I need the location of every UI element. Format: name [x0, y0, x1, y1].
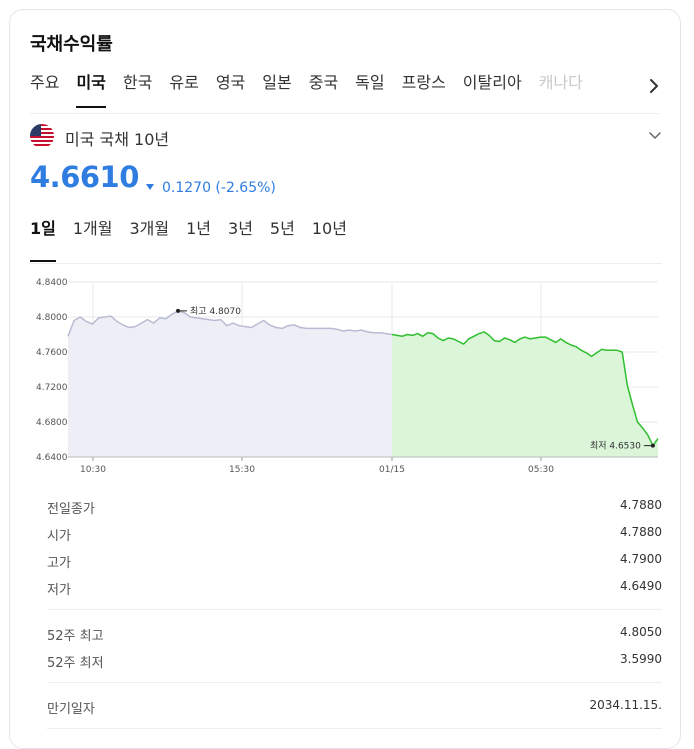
- period-tab-5[interactable]: 5년: [269, 219, 295, 238]
- stat-value: 4.7880: [620, 525, 662, 539]
- period-tab-6[interactable]: 10년: [311, 219, 347, 238]
- y-tick-label: 4.6800: [36, 418, 68, 428]
- tab-5[interactable]: 일본: [262, 73, 292, 92]
- period-tab-2[interactable]: 3개월: [129, 219, 170, 238]
- stat-value: 4.7880: [620, 498, 662, 512]
- stat-label: 52주 최저: [47, 656, 104, 671]
- down-arrow-icon: [146, 184, 154, 190]
- x-tick-label: 05:30: [528, 465, 554, 475]
- bond-selector[interactable]: 미국 국채 10년: [30, 122, 662, 152]
- x-tick-label: 10:30: [80, 465, 106, 475]
- y-tick-label: 4.8000: [36, 313, 68, 323]
- stat-label: 고가: [47, 556, 71, 571]
- stat-value: 4.7900: [620, 552, 662, 566]
- tab-7[interactable]: 독일: [355, 73, 385, 92]
- tab-1[interactable]: 미국: [76, 68, 107, 114]
- yield-chart: 4.8400 4.8000 4.7600 4.7200 4.6800 4.6400 10:3…: [10, 268, 682, 484]
- stat-label: 전일종가: [47, 502, 95, 517]
- stats-divider: [47, 609, 662, 610]
- period-tab-0[interactable]: 1일: [30, 218, 56, 264]
- tab-10[interactable]: 캐나다: [538, 73, 583, 92]
- period-tab-1[interactable]: 1개월: [72, 219, 113, 238]
- chevron-right-icon[interactable]: [642, 74, 666, 98]
- country-tabs: 주요 미국 한국 유로 영국 일본 중국 독일 프랑스 이탈리아 캐나다: [30, 68, 660, 114]
- bond-yield-card: 국채수익률 주요 미국 한국 유로 영국 일본 중국 독일 프랑스 이탈리아 캐나다 미국 국채 1…: [9, 9, 681, 749]
- x-tick-label: 15:30: [229, 465, 255, 475]
- stat-row: 고가 4.7900: [47, 547, 662, 574]
- stat-row: 52주 최저 3.5990: [47, 647, 662, 674]
- tab-fade: [620, 68, 660, 108]
- y-tick-label: 4.8400: [36, 278, 68, 288]
- stat-value: 3.5990: [620, 652, 662, 666]
- stat-row: 만기일자 2034.11.15.: [47, 693, 662, 720]
- stat-row: 저가 4.6490: [47, 574, 662, 601]
- stat-row: 전일종가 4.7880: [47, 493, 662, 520]
- x-tick-label: 01/15: [379, 465, 405, 475]
- chevron-down-icon[interactable]: [648, 128, 662, 142]
- series-area: [392, 331, 658, 457]
- period-tab-4[interactable]: 3년: [228, 219, 253, 238]
- tab-4[interactable]: 영국: [215, 73, 246, 92]
- current-price: 4.6610: [30, 160, 139, 194]
- stats-divider: [47, 682, 662, 683]
- series-line: [67, 310, 393, 337]
- stats-table: 전일종가 4.7880 시가 4.7880 고가 4.7900 저가 4.6490 52주 최고…: [47, 484, 662, 729]
- tab-2[interactable]: 한국: [122, 73, 153, 92]
- stat-label: 52주 최고: [47, 629, 104, 644]
- stat-value: 4.6490: [620, 579, 662, 593]
- stat-row: 시가 4.7880: [47, 520, 662, 547]
- stat-label: 만기일자: [47, 702, 95, 717]
- tab-0[interactable]: 주요: [30, 73, 60, 92]
- tab-9[interactable]: 이탈리아: [462, 73, 522, 92]
- y-tick-label: 4.7200: [36, 383, 68, 393]
- tab-3[interactable]: 유로: [169, 73, 199, 92]
- stats-divider: [47, 728, 662, 729]
- stat-label: 시가: [47, 529, 71, 544]
- page-title: 국채수익률: [30, 34, 113, 55]
- low-label: 최저 4.6530: [590, 441, 641, 452]
- high-label: 최고 4.8070: [190, 306, 241, 317]
- stat-value: 2034.11.15.: [589, 698, 662, 712]
- y-tick-label: 4.6400: [36, 453, 68, 463]
- price-change: 0.1270 (-2.65%): [162, 180, 276, 196]
- tab-8[interactable]: 프랑스: [401, 73, 446, 92]
- period-tab-3[interactable]: 1년: [186, 219, 212, 238]
- stat-label: 저가: [47, 583, 71, 598]
- stat-row: 52주 최고 4.8050: [47, 620, 662, 647]
- series-area: [68, 310, 392, 457]
- y-tick-label: 4.7600: [36, 348, 68, 358]
- series-line: [391, 331, 659, 447]
- stat-value: 4.8050: [620, 625, 662, 639]
- tab-6[interactable]: 중국: [308, 73, 339, 92]
- us-flag-icon: [30, 124, 54, 148]
- period-tabs: 1일 1개월 3개월 1년 3년 5년 10년: [30, 218, 662, 264]
- country-tab-list: 주요 미국 한국 유로 영국 일본 중국 독일 프랑스 이탈리아 캐나다: [30, 68, 640, 114]
- bond-name: 미국 국채 10년: [65, 130, 170, 149]
